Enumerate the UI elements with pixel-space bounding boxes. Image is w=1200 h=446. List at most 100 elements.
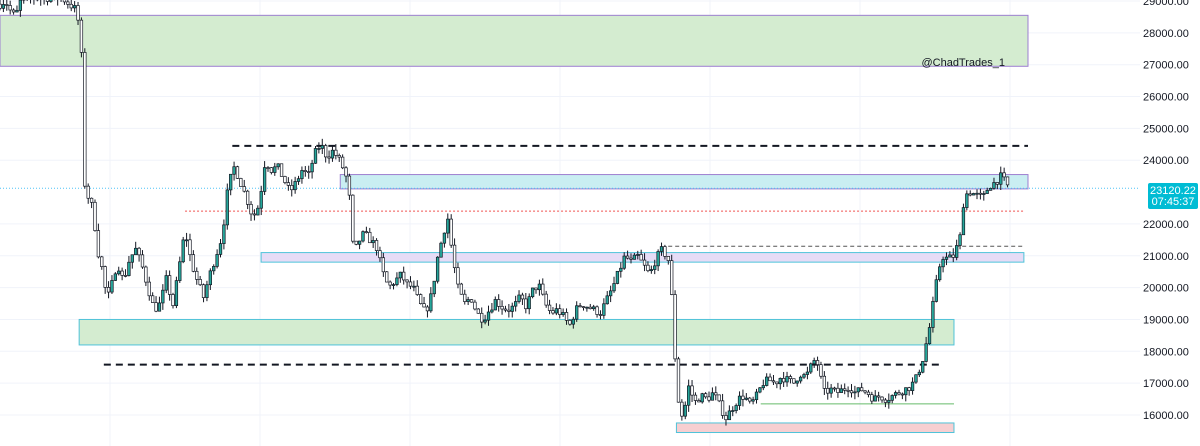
candle-body <box>174 280 179 307</box>
candle-body <box>680 401 684 417</box>
candle-body <box>66 1 70 5</box>
candle-body <box>856 387 860 393</box>
candle-body <box>703 393 708 398</box>
candle-body <box>700 393 704 403</box>
candle-body <box>748 397 752 402</box>
candle-body <box>544 293 548 306</box>
candle-body <box>320 145 324 149</box>
candle-body <box>1002 172 1006 178</box>
candle-body <box>256 207 260 216</box>
candle-body <box>259 191 263 209</box>
candle-body <box>113 273 117 281</box>
candle-body <box>371 240 375 244</box>
candle-body <box>89 197 94 203</box>
candle-body <box>961 207 966 236</box>
candle-body <box>934 279 938 302</box>
candle-body <box>602 303 606 316</box>
candle-body <box>843 388 847 391</box>
candle-body <box>296 178 301 182</box>
candle-body <box>639 254 643 261</box>
candle-body <box>62 0 67 3</box>
candle-body <box>212 266 216 272</box>
candle-body <box>988 187 993 191</box>
candle-body <box>798 376 803 382</box>
candle-body <box>79 19 84 53</box>
candle-body <box>425 306 430 312</box>
y-tick-label: 25000.00 <box>1143 123 1189 135</box>
candle-body <box>374 240 379 251</box>
candle-body <box>171 294 175 307</box>
candle-body <box>303 170 307 172</box>
candle-body <box>768 376 772 382</box>
candle-body <box>666 256 670 261</box>
candle-body <box>218 243 223 255</box>
candle-body <box>853 391 857 394</box>
candle-body <box>269 167 274 173</box>
candle-body <box>283 176 287 183</box>
candle-body <box>147 281 151 297</box>
candle-body <box>503 308 508 311</box>
candle-body <box>117 270 121 275</box>
candle-body <box>11 9 16 13</box>
y-tick-label: 16000.00 <box>1143 410 1189 422</box>
candle-body <box>632 254 637 260</box>
zone-cyan-resistance[interactable] <box>339 174 1029 190</box>
zone-pink-low[interactable] <box>675 422 955 434</box>
candle-body <box>744 397 748 400</box>
candle-body <box>385 271 389 283</box>
candle-body <box>653 265 657 270</box>
candle-body <box>598 314 603 316</box>
y-axis[interactable]: 29000.00 28000.00 27000.00 26000.00 25000.00… <box>1140 0 1200 446</box>
candle-body <box>724 415 728 421</box>
candle-body <box>595 306 599 315</box>
candle-body <box>493 299 497 311</box>
candle-body <box>435 256 440 282</box>
candle-body <box>103 266 107 288</box>
candle-body <box>93 201 97 231</box>
levels-layer <box>0 144 1148 405</box>
y-tick-label: 18000.00 <box>1143 346 1189 358</box>
candle-body <box>710 392 715 401</box>
y-tick-label: 29000.00 <box>1143 0 1189 8</box>
candle-body <box>697 400 701 403</box>
candle-body <box>795 380 799 384</box>
candle-body <box>340 156 345 169</box>
candle-body <box>381 257 385 273</box>
candle-body <box>771 380 776 383</box>
candle-body <box>690 385 694 396</box>
candle-body <box>313 148 318 164</box>
candle-body <box>992 182 996 189</box>
zone-green-supply[interactable] <box>0 14 1029 67</box>
candle-body <box>1 4 6 9</box>
zone-green-demand[interactable] <box>78 318 955 346</box>
candle-body <box>792 378 796 384</box>
candle-body <box>327 156 331 159</box>
candle-body <box>656 251 660 267</box>
candle-body <box>127 261 131 276</box>
candles-layer <box>0 0 1010 426</box>
candle-body <box>483 319 487 323</box>
candle-body <box>300 170 304 180</box>
candle-body <box>999 172 1003 185</box>
candle-body <box>412 285 416 288</box>
candle-body <box>731 410 735 412</box>
price-tag-background <box>1148 183 1198 209</box>
candle-body <box>883 399 888 403</box>
candle-body <box>524 298 528 310</box>
candle-body <box>948 254 952 258</box>
candle-body <box>72 5 77 9</box>
candle-body <box>924 343 928 362</box>
candle-body <box>741 395 745 400</box>
candle-body <box>279 163 284 177</box>
candle-body <box>751 399 755 402</box>
candle-body <box>887 399 891 403</box>
candle-body <box>357 240 362 245</box>
candle-body <box>1005 176 1010 186</box>
candle-body <box>229 173 233 191</box>
candle-body <box>727 410 732 421</box>
candle-body <box>164 275 168 291</box>
candle-body <box>927 327 932 345</box>
candle-body <box>368 231 372 244</box>
